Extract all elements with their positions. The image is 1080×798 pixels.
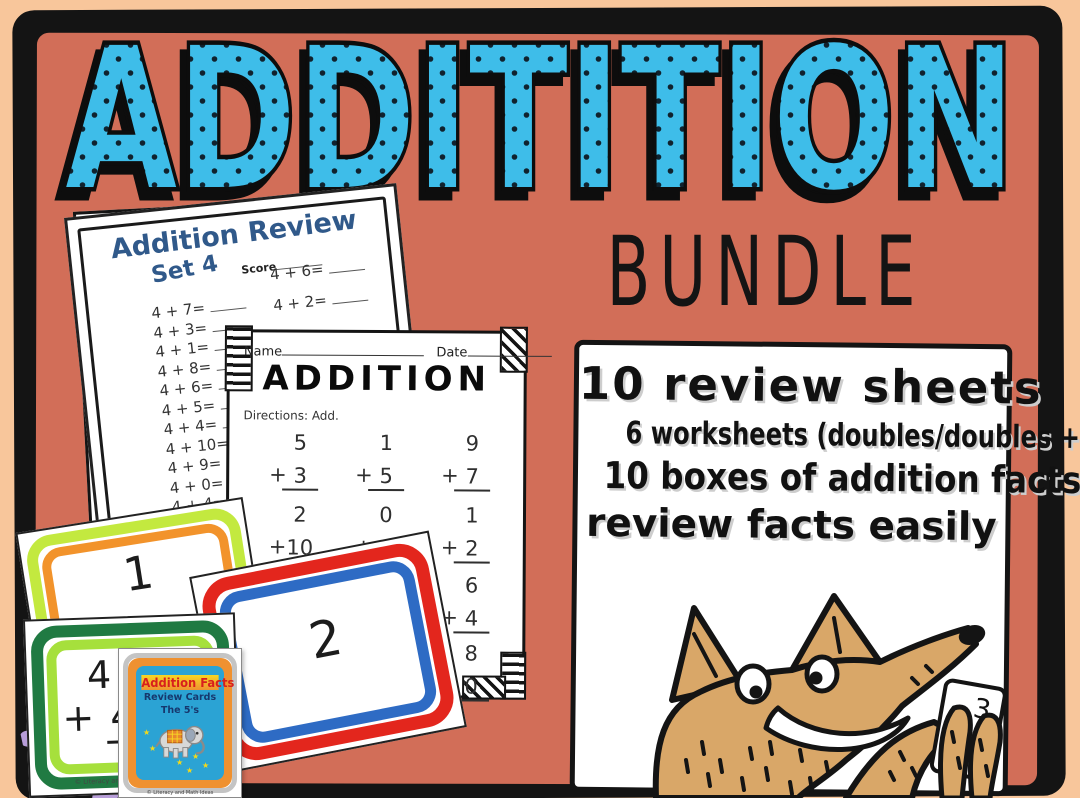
- feature-line: 6 worksheets (doubles/doubles +1): [625, 415, 1080, 457]
- cover-blue-panel: Addition Facts Review Cards The 5's ★: [136, 666, 235, 780]
- cover-subtitle: Review Cards: [143, 692, 217, 703]
- subtitle-bundle: BUNDLE: [606, 218, 925, 329]
- feature-line: 10 boxes of addition facts: [603, 454, 1080, 503]
- star-icon: ★: [192, 752, 200, 761]
- star-icon: ★: [176, 758, 184, 767]
- star-icon: ★: [149, 744, 157, 753]
- fox-mascot: 3 +4: [652, 593, 1007, 798]
- cover-subtitle: The 5's: [160, 705, 200, 716]
- title-shadow-text: ADDITITION: [59, 24, 1009, 214]
- cover-gray-frame: [123, 653, 237, 793]
- elephant-illustration: [155, 725, 205, 759]
- cover-orange-frame: Addition Facts Review Cards The 5's ★: [128, 658, 235, 788]
- feature-line: review facts easily: [585, 500, 997, 551]
- review-problems-right: 4 + 6= 4 + 2=: [269, 256, 370, 328]
- math-problem: 1 +5: [353, 431, 419, 492]
- addition-facts-cover-card: Addition Facts Review Cards The 5's ★: [118, 648, 242, 798]
- cover-title-banner: Addition Facts: [141, 675, 235, 690]
- math-problem: 1 +2: [439, 503, 505, 564]
- math-problem: 6 +4: [438, 573, 504, 634]
- cover-copyright: © Literacy and Math Ideas: [146, 790, 214, 796]
- math-problem: 9 +7: [439, 431, 505, 492]
- worksheet-directions: Directions: Add.: [243, 408, 339, 423]
- feature-line: 10 review sheets: [578, 356, 1043, 415]
- math-problem: 5 +3: [267, 430, 333, 491]
- star-icon: ★: [202, 761, 210, 770]
- main-title: ADDITITION ADDITITION: [54, 24, 1020, 214]
- star-icon: ★: [143, 728, 151, 737]
- name-blank: [282, 344, 425, 357]
- worksheet-title: ADDITION: [262, 358, 492, 400]
- star-icon: ★: [186, 766, 194, 775]
- title-text: ADDITITION: [66, 24, 1016, 214]
- date-blank: [467, 345, 552, 357]
